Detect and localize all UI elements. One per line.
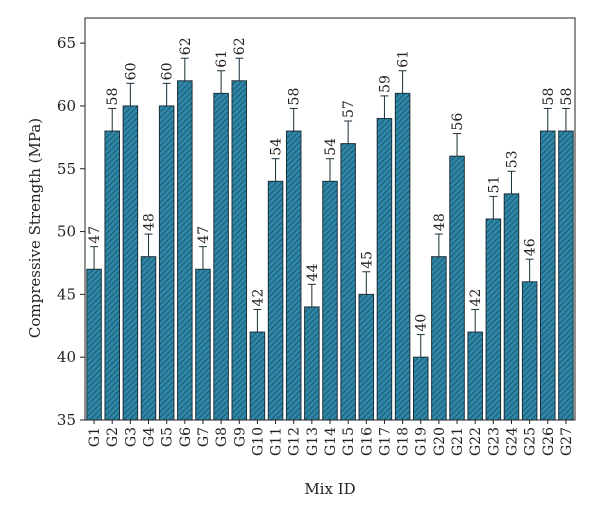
- data-label: 48: [142, 213, 158, 231]
- y-tick-label: 60: [57, 97, 76, 115]
- plot-frame: [84, 17, 576, 421]
- x-tick-label: G26: [541, 427, 557, 456]
- data-label: 44: [305, 263, 321, 281]
- data-label: 40: [414, 314, 430, 332]
- data-label: 60: [123, 62, 139, 80]
- x-tick-label: G24: [504, 427, 520, 456]
- data-label: 62: [232, 37, 248, 55]
- x-tick-label: G15: [341, 427, 357, 456]
- data-label: 61: [396, 50, 412, 68]
- bar: [267, 180, 284, 421]
- x-tick-label: G13: [305, 427, 321, 456]
- bar: [140, 256, 157, 421]
- x-tick-label: G19: [414, 427, 430, 456]
- data-label: 61: [214, 50, 230, 68]
- bar: [231, 80, 248, 421]
- bar: [104, 130, 120, 421]
- x-tick-label: G22: [468, 427, 484, 456]
- bar: [558, 130, 574, 421]
- x-tick-label: G25: [523, 427, 539, 456]
- bar: [322, 180, 338, 421]
- data-label: 42: [468, 289, 484, 307]
- x-tick-label: G20: [432, 427, 448, 456]
- data-label: 59: [377, 75, 393, 93]
- x-tick-label: G11: [269, 427, 285, 456]
- x-tick-label: G14: [323, 427, 339, 456]
- bar: [122, 105, 139, 421]
- data-label: 54: [269, 138, 285, 156]
- x-tick-label: G4: [142, 427, 158, 447]
- x-tick-label: G7: [196, 427, 212, 447]
- data-label: 45: [359, 251, 375, 269]
- x-tick-label: G23: [486, 427, 502, 456]
- x-tick-label: G5: [160, 427, 176, 447]
- bar: [503, 193, 520, 421]
- data-label: 60: [160, 62, 176, 80]
- data-label: 58: [541, 88, 557, 106]
- data-label: 58: [105, 88, 121, 106]
- bar: [158, 105, 175, 421]
- bar: [540, 130, 556, 421]
- data-label: 58: [287, 88, 303, 106]
- data-label: 47: [196, 226, 212, 244]
- x-tick-label: G2: [105, 427, 121, 447]
- data-label: 42: [250, 289, 266, 307]
- x-tick-label: G3: [123, 427, 139, 447]
- y-axis-label: Compressive Strength (MPa): [26, 118, 44, 338]
- bar: [304, 306, 320, 421]
- bar: [431, 256, 447, 421]
- x-tick-label: G18: [396, 427, 412, 456]
- data-label: 53: [504, 150, 520, 168]
- y-tick-label: 55: [57, 160, 76, 178]
- data-label: 54: [323, 138, 339, 156]
- y-tick-label: 65: [57, 34, 76, 52]
- data-label: 46: [523, 238, 539, 256]
- data-label: 57: [341, 100, 357, 118]
- x-axis-label: Mix ID: [304, 480, 355, 498]
- x-tick-label: G10: [250, 427, 266, 456]
- bar: [340, 143, 356, 421]
- y-tick-label: 40: [57, 348, 76, 366]
- x-tick-label: G1: [87, 427, 103, 447]
- x-tick-label: G9: [232, 427, 248, 447]
- y-tick-label: 45: [57, 285, 76, 303]
- bar: [521, 281, 538, 421]
- bar: [485, 218, 502, 421]
- x-tick-label: G6: [178, 427, 194, 447]
- bar: [394, 92, 411, 421]
- bar: [449, 155, 465, 421]
- data-label: 56: [450, 113, 466, 131]
- data-label: 51: [486, 176, 502, 194]
- y-tick-label: 35: [57, 411, 76, 429]
- bar: [86, 268, 102, 421]
- x-tick-label: G17: [377, 427, 393, 456]
- x-tick-label: G8: [214, 427, 230, 447]
- data-label: 48: [432, 213, 448, 231]
- bar: [376, 118, 393, 421]
- data-label: 58: [559, 88, 575, 106]
- bar: [285, 130, 302, 421]
- x-tick-label: G16: [359, 427, 375, 456]
- bar: [358, 293, 375, 421]
- bar: [249, 331, 266, 421]
- x-tick-label: G12: [287, 427, 303, 456]
- bar: [467, 331, 483, 421]
- bar: [195, 268, 211, 421]
- bar: [412, 356, 429, 421]
- data-label: 62: [178, 37, 194, 55]
- bar: [177, 80, 193, 421]
- bar: [213, 92, 229, 421]
- y-tick-label: 50: [57, 223, 76, 241]
- x-tick-label: G21: [450, 427, 466, 456]
- x-tick-label: G27: [559, 427, 575, 456]
- data-label: 47: [87, 226, 103, 244]
